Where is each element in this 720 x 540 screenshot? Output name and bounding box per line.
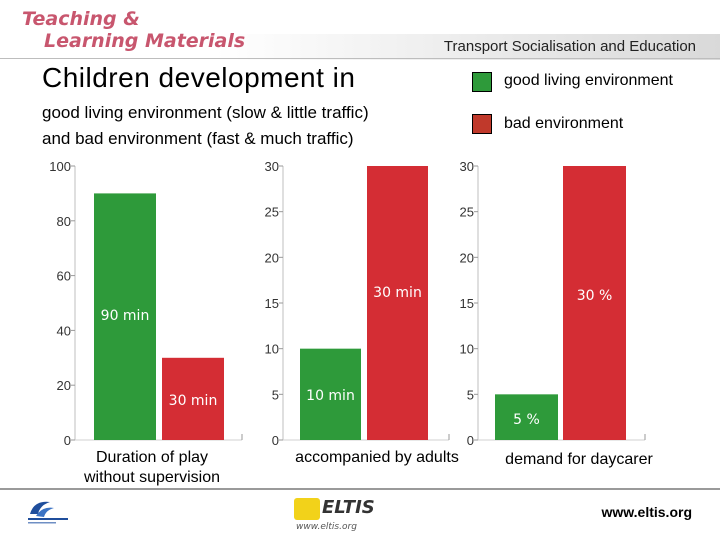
chart-2-tick-label: 25 [265, 205, 279, 220]
chart-2-bar-good [300, 348, 361, 440]
legend-swatch-bad [472, 114, 492, 134]
organisation-logo-icon [28, 501, 68, 524]
chart-3-data-label: 5 % [513, 412, 540, 428]
chart-3-tick-label: 10 [460, 342, 474, 357]
caption-chart-2-line-1: accompanied by adults [295, 449, 459, 466]
slide-subtitle-line-1: good living environment (slow & little t… [42, 103, 369, 122]
brand-logo: Teaching & Learning Materials [22, 8, 245, 52]
chart-2-tick-label: 0 [272, 433, 279, 448]
chart-2-tick-label: 5 [272, 387, 279, 402]
chart-1-bar-good [94, 193, 156, 440]
eltis-bus-icon [294, 498, 320, 520]
caption-chart-1-line-2: without supervision [83, 469, 221, 486]
chart-3-bar-bad [563, 166, 626, 440]
legend-swatch-good [472, 72, 492, 92]
chart-1-tick-label: 0 [64, 433, 71, 448]
slide-subtitle: good living environment (slow & little t… [42, 100, 369, 152]
chart-2-tick-label: 15 [265, 296, 279, 311]
header-bar [0, 34, 720, 60]
caption-chart-2: accompanied by adults [272, 448, 482, 468]
caption-chart-1-line-1: Duration of play [95, 449, 209, 466]
footer-divider [0, 488, 720, 490]
chart-1-bar-bad [162, 357, 224, 440]
caption-chart-1: Duration of play without supervision [62, 448, 242, 488]
chart-2-tick-label: 10 [265, 342, 279, 357]
chart-3-tick-label: 0 [467, 433, 474, 448]
chart-2-tick-label: 30 [265, 159, 279, 174]
chart-3-tick-label: 30 [460, 159, 474, 174]
chart-3-tick-label: 20 [460, 250, 474, 265]
chart-2-data-label: 10 min [306, 388, 355, 404]
chart-1-tick-label: 60 [57, 269, 71, 284]
caption-chart-3: demand for daycarer [484, 450, 674, 470]
chart-3-tick-label: 15 [460, 296, 474, 311]
chart-1-tick-label: 20 [57, 378, 71, 393]
chart-1-data-label: 30 min [169, 393, 218, 409]
chart-1-tick-label: 80 [57, 214, 71, 229]
brand-line-1: Teaching & [22, 8, 140, 30]
chart-2-bar-bad [367, 166, 428, 440]
chart-1-tick-label: 100 [49, 159, 71, 174]
chart-3-tick-label: 25 [460, 205, 474, 220]
slide-title: Children development in [42, 62, 356, 93]
brand-line-2: Learning Materials [44, 30, 246, 52]
chart-3-bar-good [495, 394, 558, 440]
chart-3-data-label: 30 % [577, 288, 613, 304]
caption-chart-3-line-1: demand for daycarer [505, 451, 653, 468]
chart-3-tick-label: 5 [467, 387, 474, 402]
slide-subtitle-line-2: and bad environment (fast & much traffic… [42, 129, 354, 148]
eltis-logo-word: ELTIS [322, 497, 375, 518]
chart-1-data-label: 90 min [101, 308, 150, 324]
chart-1-tick-label: 40 [57, 323, 71, 338]
chart-2-tick-label: 20 [265, 250, 279, 265]
legend-label-bad: bad environment [504, 115, 624, 132]
footer-url: www.eltis.org [601, 504, 693, 520]
chart-2-data-label: 30 min [373, 285, 422, 301]
eltis-logo: ELTIS www.eltis.org [294, 496, 380, 534]
header-divider [0, 58, 720, 59]
legend-label-good: good living environment [504, 72, 673, 89]
eltis-logo-url: www.eltis.org [296, 522, 357, 532]
header-subtitle: Transport Socialisation and Education [443, 38, 696, 55]
